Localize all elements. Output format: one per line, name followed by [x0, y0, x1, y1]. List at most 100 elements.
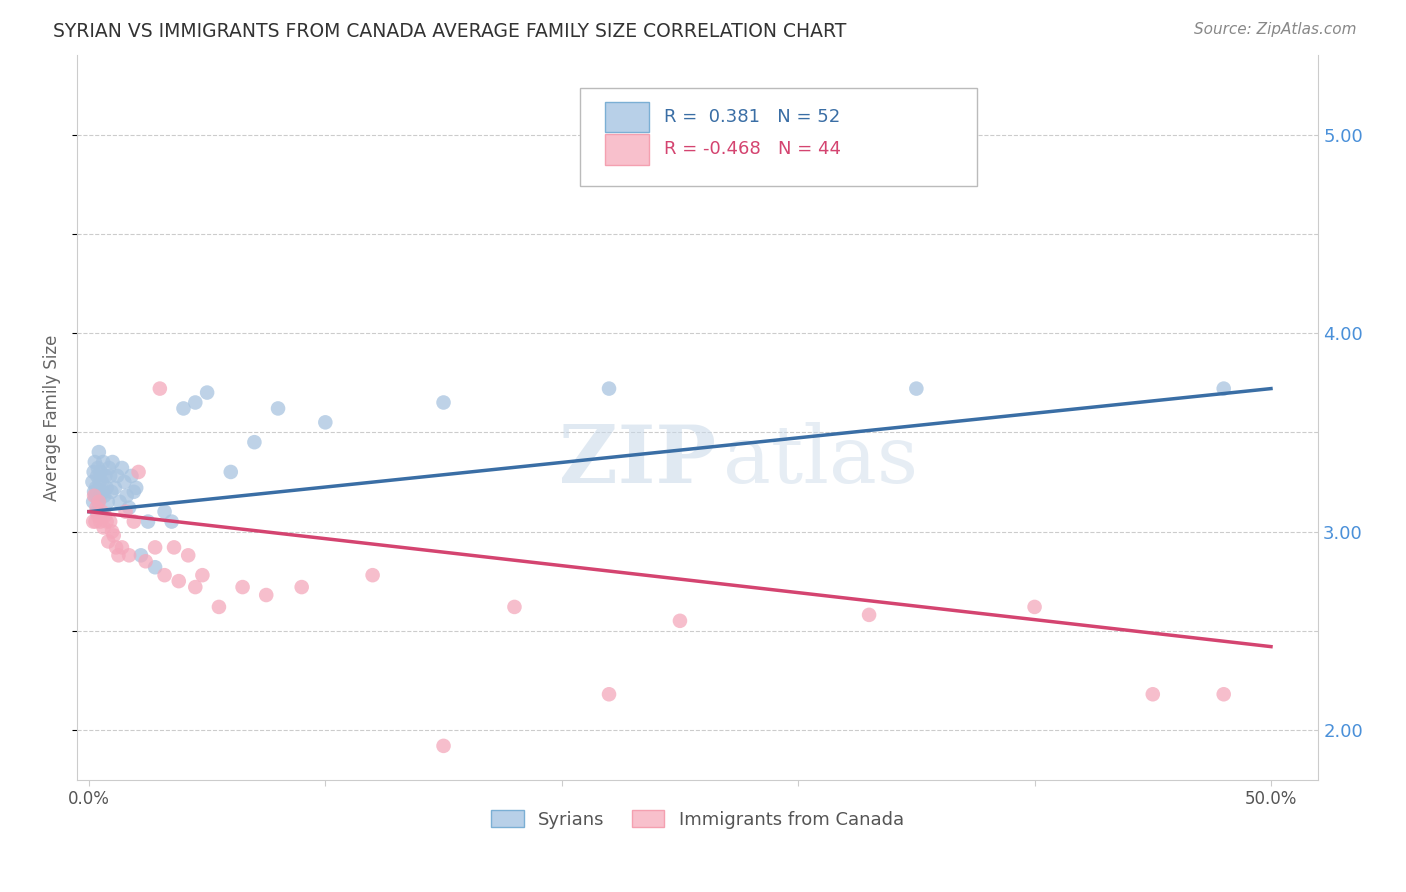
- Point: [84, 489, 107, 503]
- Point: [267, 401, 290, 416]
- Point: [89, 475, 111, 489]
- Point: [82, 475, 104, 489]
- Point: [136, 515, 159, 529]
- Point: [191, 568, 214, 582]
- Point: [115, 489, 138, 503]
- Point: [1024, 599, 1046, 614]
- Point: [167, 574, 190, 588]
- Point: [254, 588, 277, 602]
- Point: [90, 475, 112, 489]
- Point: [208, 599, 231, 614]
- Point: [89, 515, 111, 529]
- Point: [87, 494, 110, 508]
- Point: [1142, 687, 1164, 701]
- Point: [104, 481, 127, 495]
- Point: [432, 739, 454, 753]
- Point: [858, 607, 880, 622]
- Point: [98, 515, 121, 529]
- Text: Source: ZipAtlas.com: Source: ZipAtlas.com: [1194, 22, 1357, 37]
- Point: [101, 524, 124, 539]
- Point: [108, 494, 131, 508]
- FancyBboxPatch shape: [579, 87, 977, 186]
- FancyBboxPatch shape: [605, 102, 650, 132]
- Point: [83, 455, 105, 469]
- Point: [91, 455, 114, 469]
- Point: [160, 515, 183, 529]
- Point: [84, 481, 107, 495]
- Point: [105, 469, 128, 483]
- Point: [84, 515, 107, 529]
- Point: [93, 520, 115, 534]
- Point: [125, 481, 148, 495]
- Point: [82, 494, 104, 508]
- Point: [598, 382, 620, 396]
- Point: [83, 484, 105, 499]
- Point: [128, 465, 150, 479]
- Point: [232, 580, 254, 594]
- Point: [94, 469, 117, 483]
- Point: [163, 541, 186, 555]
- Point: [143, 560, 166, 574]
- Point: [361, 568, 384, 582]
- Point: [107, 549, 129, 563]
- Point: [118, 549, 141, 563]
- Point: [111, 541, 134, 555]
- Point: [143, 541, 166, 555]
- Point: [90, 505, 112, 519]
- Point: [598, 687, 620, 701]
- Point: [100, 484, 122, 499]
- Text: R =  0.381   N = 52: R = 0.381 N = 52: [664, 108, 841, 126]
- Y-axis label: Average Family Size: Average Family Size: [44, 334, 60, 500]
- Point: [98, 469, 121, 483]
- Point: [87, 508, 110, 523]
- Point: [101, 455, 124, 469]
- Point: [135, 554, 157, 568]
- Point: [184, 395, 207, 409]
- Point: [111, 461, 134, 475]
- Point: [177, 549, 200, 563]
- Point: [89, 489, 111, 503]
- Point: [86, 505, 108, 519]
- Text: ZIP: ZIP: [560, 422, 716, 500]
- Point: [153, 568, 176, 582]
- Text: SYRIAN VS IMMIGRANTS FROM CANADA AVERAGE FAMILY SIZE CORRELATION CHART: SYRIAN VS IMMIGRANTS FROM CANADA AVERAGE…: [53, 22, 846, 41]
- Point: [1212, 382, 1234, 396]
- Point: [314, 415, 336, 429]
- Point: [432, 395, 454, 409]
- Point: [905, 382, 928, 396]
- Text: atlas: atlas: [723, 422, 918, 500]
- Point: [91, 484, 114, 499]
- Point: [291, 580, 314, 594]
- Point: [94, 508, 117, 523]
- Point: [105, 541, 128, 555]
- Point: [87, 494, 110, 508]
- Point: [83, 489, 105, 503]
- Point: [1212, 687, 1234, 701]
- Point: [153, 505, 176, 519]
- Point: [93, 489, 115, 503]
- Point: [243, 435, 266, 450]
- Point: [118, 500, 141, 515]
- Point: [98, 461, 121, 475]
- Point: [97, 534, 120, 549]
- Point: [122, 515, 145, 529]
- Point: [83, 465, 105, 479]
- Point: [149, 382, 172, 396]
- Point: [87, 445, 110, 459]
- Point: [172, 401, 194, 416]
- Point: [121, 469, 143, 483]
- Point: [122, 484, 145, 499]
- Point: [96, 515, 118, 529]
- Point: [669, 614, 692, 628]
- Point: [90, 465, 112, 479]
- Point: [82, 515, 104, 529]
- Point: [219, 465, 242, 479]
- FancyBboxPatch shape: [605, 134, 650, 164]
- Text: R = -0.468   N = 44: R = -0.468 N = 44: [664, 140, 841, 158]
- Point: [112, 475, 135, 489]
- Point: [96, 481, 118, 495]
- Point: [86, 469, 108, 483]
- Legend: Syrians, Immigrants from Canada: Syrians, Immigrants from Canada: [484, 803, 911, 836]
- Point: [97, 494, 120, 508]
- Point: [86, 500, 108, 515]
